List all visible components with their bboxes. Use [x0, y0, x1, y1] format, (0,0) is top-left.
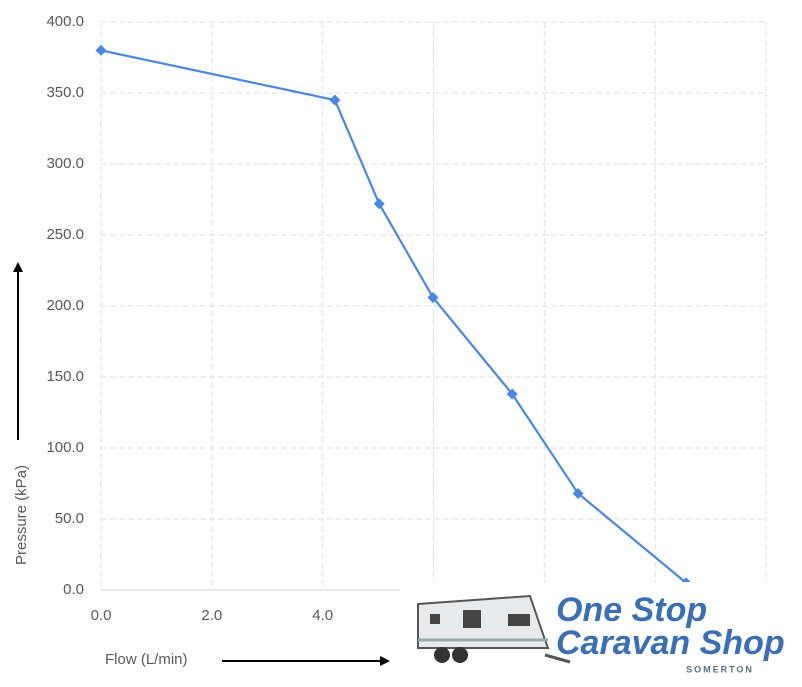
logo-line3: SOMERTON [686, 664, 754, 674]
x-axis-label: Flow (L/min) [105, 651, 188, 668]
data-marker [95, 44, 107, 56]
data-marker [329, 94, 341, 106]
data-marker [572, 487, 584, 499]
data-marker [427, 291, 439, 303]
y-tick-label: 250.0 [46, 226, 84, 243]
y-tick-label: 150.0 [46, 368, 84, 385]
caravan-wheel [434, 647, 450, 663]
caravan-window [463, 610, 481, 628]
y-tick-label: 350.0 [46, 84, 84, 101]
logo-line2: Caravan Shop [556, 624, 785, 662]
x-arrow-head [380, 656, 390, 666]
y-tick-label: 0.0 [63, 581, 84, 598]
data-marker [506, 388, 518, 400]
y-tick-label: 300.0 [46, 155, 84, 172]
data-marker [373, 198, 385, 210]
x-tick-label: 4.0 [312, 607, 333, 624]
data-line [100, 49, 687, 584]
caravan-drawbar [544, 653, 571, 664]
logo: One Stop Caravan Shop SOMERTON [400, 582, 802, 687]
caravan-window [430, 614, 440, 624]
caravan-window [508, 614, 530, 626]
y-tick-label: 400.0 [46, 13, 84, 30]
logo-line1: One Stop [556, 591, 707, 629]
y-tick-label: 200.0 [46, 297, 84, 314]
x-tick-label: 0.0 [91, 607, 112, 624]
y-tick-label: 100.0 [46, 439, 84, 456]
caravan-wheel [452, 647, 468, 663]
y-tick-label: 50.0 [55, 510, 84, 527]
y-axis-label: Pressure (kPa) [13, 465, 30, 565]
y-arrow-head [13, 262, 23, 272]
plot-area: 0.0 50.0 100.0 150.0 200.0 250.0 300.0 350.0 400… [46, 13, 780, 624]
x-tick-label: 2.0 [201, 607, 222, 624]
